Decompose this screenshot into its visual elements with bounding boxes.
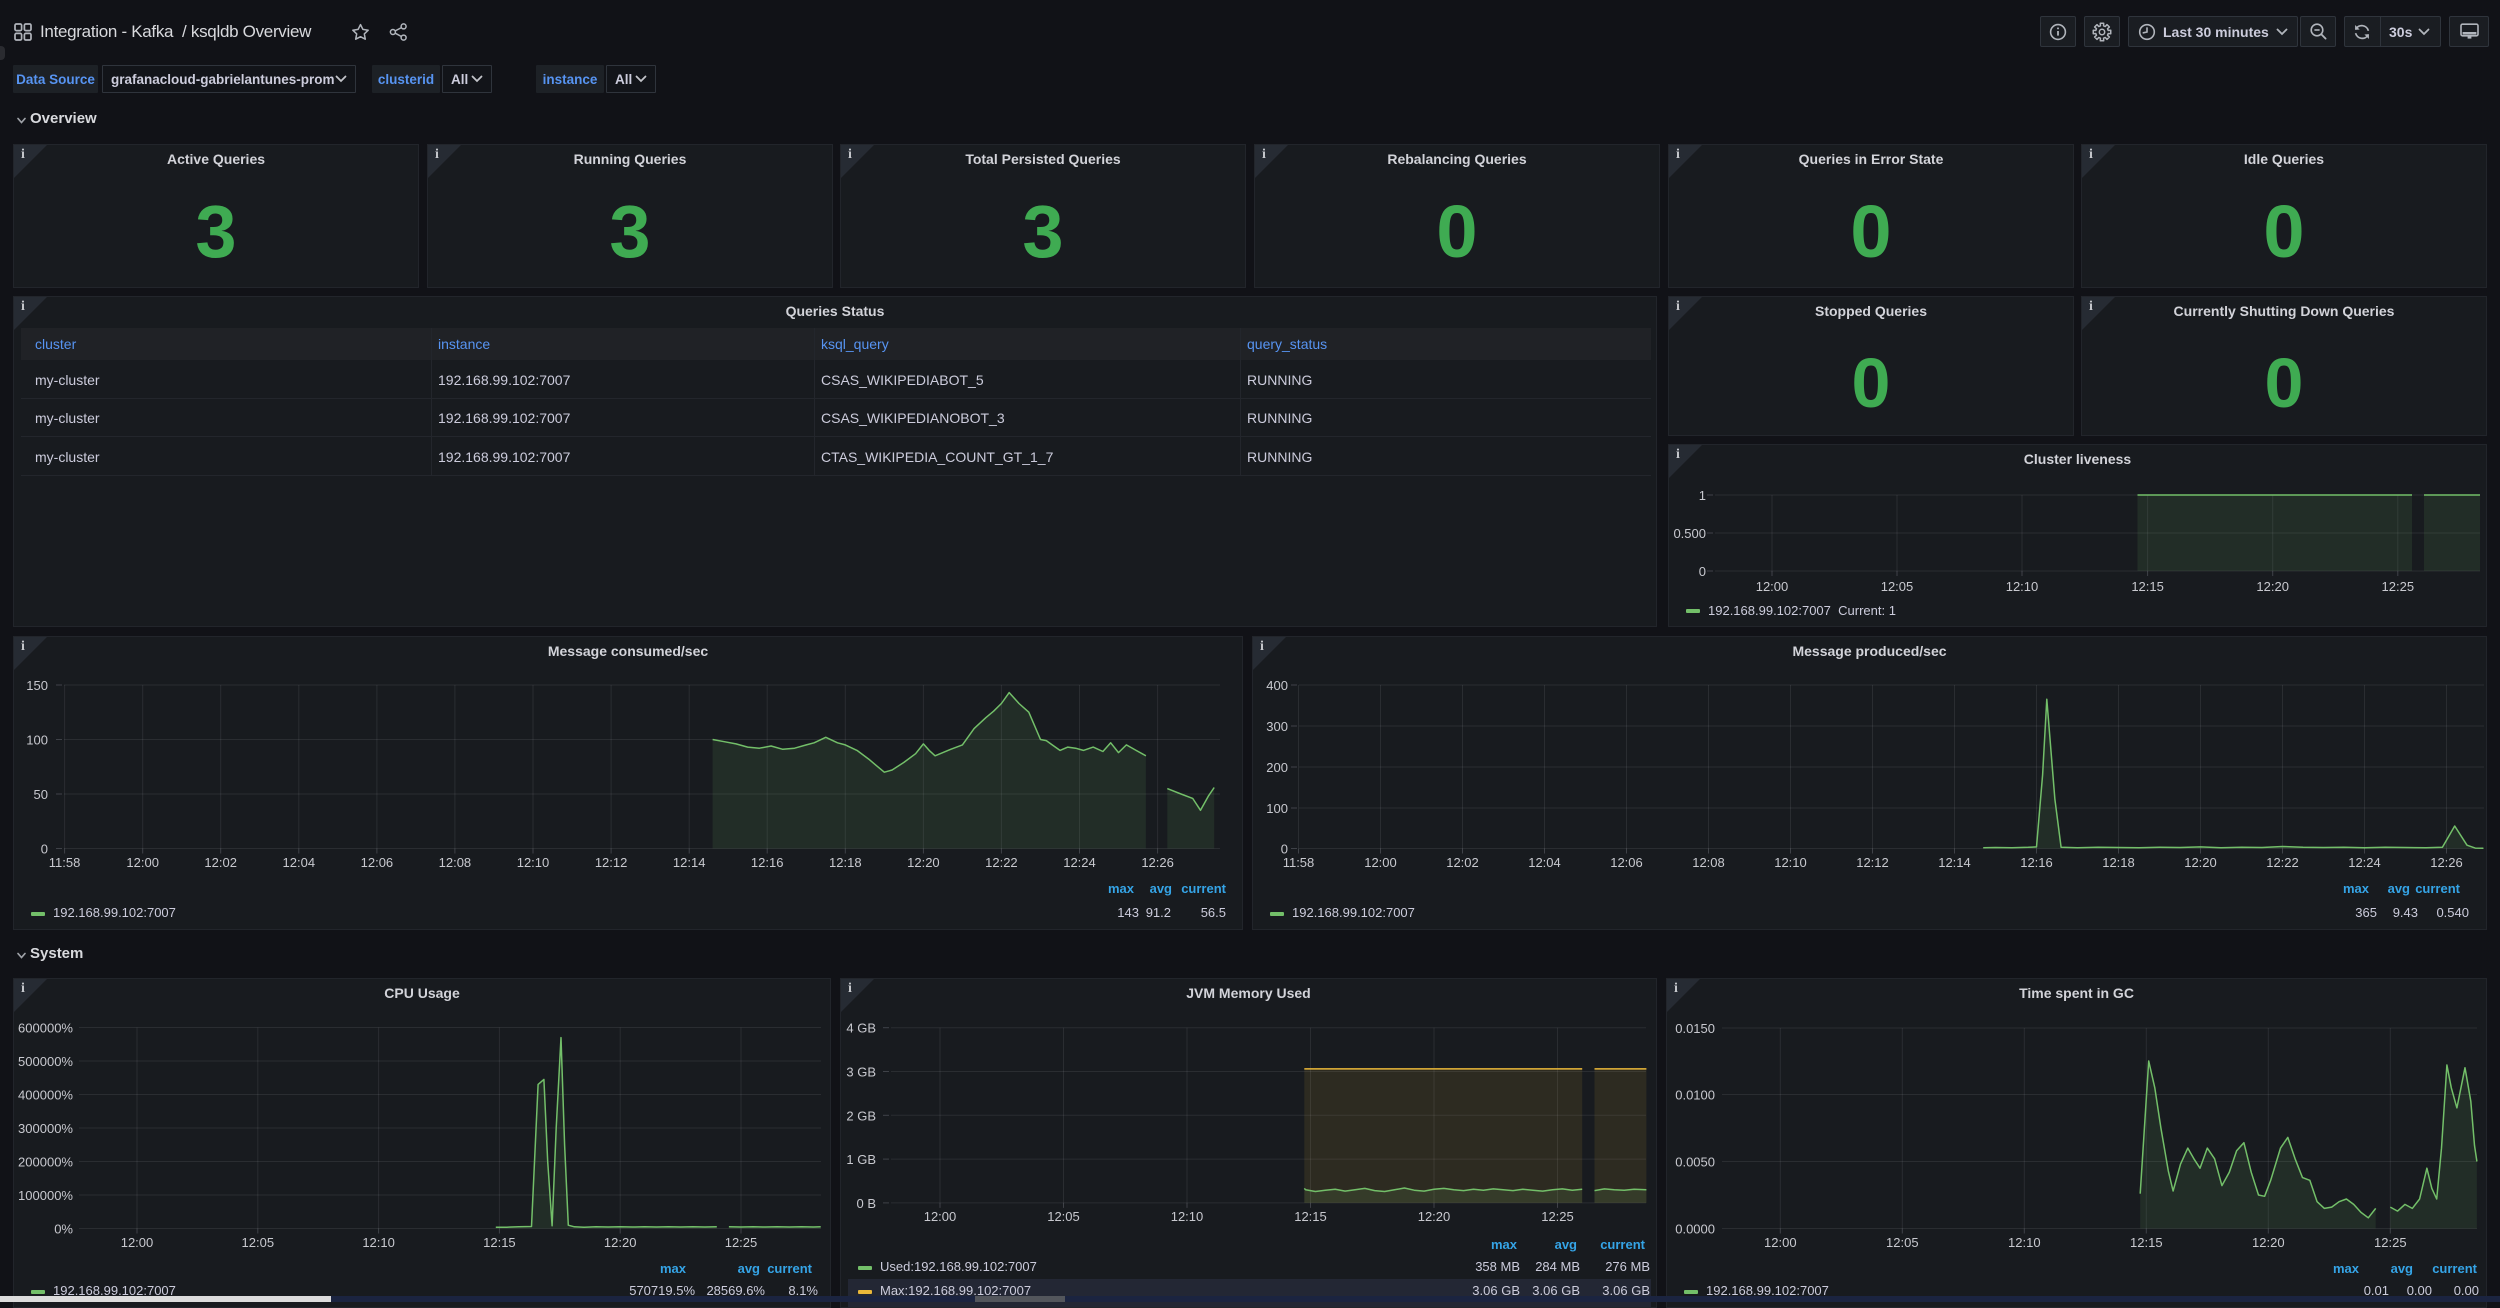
svg-text:0.0050: 0.0050 <box>1675 1155 1715 1170</box>
svg-text:12:05: 12:05 <box>1881 579 1914 594</box>
svg-text:3 GB: 3 GB <box>846 1065 876 1080</box>
svg-text:12:05: 12:05 <box>242 1235 275 1250</box>
svg-text:150: 150 <box>26 678 48 693</box>
svg-text:12:06: 12:06 <box>361 855 394 870</box>
svg-text:12:15: 12:15 <box>2130 1235 2163 1250</box>
svg-text:1: 1 <box>1699 488 1706 503</box>
svg-text:12:14: 12:14 <box>1938 855 1971 870</box>
svg-text:100: 100 <box>26 733 48 748</box>
svg-text:12:20: 12:20 <box>2256 579 2289 594</box>
svg-text:12:00: 12:00 <box>1756 579 1789 594</box>
svg-text:2 GB: 2 GB <box>846 1108 876 1123</box>
svg-text:12:10: 12:10 <box>362 1235 395 1250</box>
svg-text:12:04: 12:04 <box>283 855 316 870</box>
svg-text:0 B: 0 B <box>856 1196 876 1211</box>
svg-text:12:20: 12:20 <box>2252 1235 2285 1250</box>
svg-text:100: 100 <box>1266 801 1288 816</box>
svg-text:12:15: 12:15 <box>1294 1209 1327 1224</box>
svg-text:12:14: 12:14 <box>673 855 706 870</box>
svg-text:400: 400 <box>1266 678 1288 693</box>
svg-text:12:25: 12:25 <box>2374 1235 2407 1250</box>
svg-text:0: 0 <box>1281 842 1288 857</box>
svg-text:12:12: 12:12 <box>1856 855 1889 870</box>
svg-text:0: 0 <box>1699 564 1706 579</box>
svg-text:12:00: 12:00 <box>1364 855 1397 870</box>
svg-text:300: 300 <box>1266 719 1288 734</box>
svg-text:12:00: 12:00 <box>924 1209 957 1224</box>
svg-text:0%: 0% <box>54 1222 73 1237</box>
svg-text:12:00: 12:00 <box>1764 1235 1797 1250</box>
svg-text:12:25: 12:25 <box>2382 579 2415 594</box>
svg-text:12:02: 12:02 <box>1446 855 1479 870</box>
svg-text:12:20: 12:20 <box>1418 1209 1451 1224</box>
svg-text:0.500: 0.500 <box>1673 526 1706 541</box>
svg-text:200000%: 200000% <box>18 1155 73 1170</box>
svg-text:12:00: 12:00 <box>126 855 159 870</box>
svg-text:12:00: 12:00 <box>121 1235 154 1250</box>
svg-text:200: 200 <box>1266 760 1288 775</box>
svg-text:1 GB: 1 GB <box>846 1152 876 1167</box>
svg-text:100000%: 100000% <box>18 1188 73 1203</box>
svg-text:12:10: 12:10 <box>1171 1209 1204 1224</box>
svg-text:12:20: 12:20 <box>2184 855 2217 870</box>
svg-text:12:15: 12:15 <box>2131 579 2164 594</box>
svg-text:12:15: 12:15 <box>483 1235 516 1250</box>
svg-text:12:08: 12:08 <box>439 855 472 870</box>
svg-text:12:05: 12:05 <box>1886 1235 1919 1250</box>
svg-text:0.0150: 0.0150 <box>1675 1021 1715 1036</box>
svg-text:12:26: 12:26 <box>2430 855 2463 870</box>
svg-text:12:22: 12:22 <box>985 855 1018 870</box>
svg-text:12:05: 12:05 <box>1047 1209 1080 1224</box>
svg-text:12:25: 12:25 <box>1541 1209 1574 1224</box>
svg-text:11:58: 11:58 <box>49 855 81 870</box>
svg-text:12:16: 12:16 <box>751 855 784 870</box>
svg-text:0.0000: 0.0000 <box>1675 1222 1715 1237</box>
svg-text:12:10: 12:10 <box>2008 1235 2041 1250</box>
svg-text:50: 50 <box>34 787 48 802</box>
svg-text:12:20: 12:20 <box>604 1235 637 1250</box>
svg-text:11:58: 11:58 <box>1283 855 1315 870</box>
svg-text:300000%: 300000% <box>18 1121 73 1136</box>
svg-text:12:04: 12:04 <box>1528 855 1561 870</box>
svg-text:12:10: 12:10 <box>1774 855 1807 870</box>
svg-text:12:24: 12:24 <box>2348 855 2381 870</box>
svg-text:12:10: 12:10 <box>2006 579 2039 594</box>
svg-text:12:10: 12:10 <box>517 855 550 870</box>
svg-text:12:16: 12:16 <box>2020 855 2053 870</box>
svg-text:500000%: 500000% <box>18 1054 73 1069</box>
svg-text:0: 0 <box>41 842 48 857</box>
svg-text:12:18: 12:18 <box>829 855 862 870</box>
svg-text:400000%: 400000% <box>18 1088 73 1103</box>
svg-text:12:22: 12:22 <box>2266 855 2299 870</box>
svg-text:0.0100: 0.0100 <box>1675 1088 1715 1103</box>
svg-text:12:08: 12:08 <box>1692 855 1725 870</box>
svg-text:12:18: 12:18 <box>2102 855 2135 870</box>
svg-text:12:26: 12:26 <box>1141 855 1174 870</box>
svg-text:12:12: 12:12 <box>595 855 628 870</box>
svg-text:12:24: 12:24 <box>1063 855 1096 870</box>
svg-text:12:20: 12:20 <box>907 855 940 870</box>
svg-text:600000%: 600000% <box>18 1021 73 1036</box>
svg-text:12:25: 12:25 <box>725 1235 758 1250</box>
svg-text:12:02: 12:02 <box>204 855 237 870</box>
svg-text:4 GB: 4 GB <box>846 1021 876 1036</box>
svg-text:12:06: 12:06 <box>1610 855 1643 870</box>
